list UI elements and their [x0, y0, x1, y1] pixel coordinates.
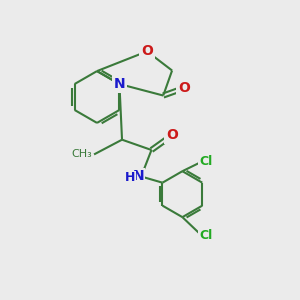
Text: CH₃: CH₃: [72, 149, 93, 159]
Text: O: O: [166, 128, 178, 142]
Text: N: N: [132, 169, 144, 184]
Text: H: H: [125, 172, 135, 184]
Text: O: O: [141, 44, 153, 58]
Text: O: O: [178, 81, 190, 95]
Text: N: N: [114, 77, 125, 91]
Text: Cl: Cl: [199, 229, 213, 242]
Text: Cl: Cl: [199, 155, 213, 168]
